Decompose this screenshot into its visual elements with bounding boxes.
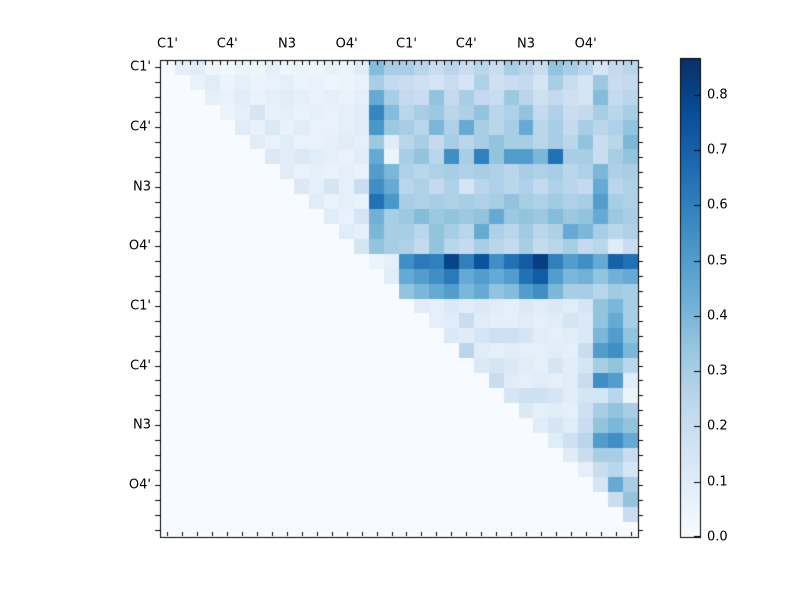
colorbar-tick-label: 0.1 <box>707 474 728 490</box>
x-axis-tick-label: O4' <box>574 36 597 52</box>
x-axis-tick-label: N3 <box>516 36 535 52</box>
x-axis-tick-label: N3 <box>277 36 296 52</box>
y-axis-tick-label: O4' <box>128 477 151 493</box>
colorbar-tick-label: 0.4 <box>707 308 728 324</box>
colorbar-tick-label: 0.0 <box>707 529 728 545</box>
x-axis-tick-label: O4' <box>335 36 358 52</box>
y-axis-tick-label: C4' <box>130 119 151 135</box>
colorbar-tick-label: 0.5 <box>707 253 728 269</box>
x-axis-tick-label: C4' <box>216 36 238 52</box>
colorbar-tick-label: 0.6 <box>707 197 728 213</box>
x-axis-tick-label: C1' <box>157 36 178 52</box>
x-axis-tick-label: C1' <box>396 36 417 52</box>
y-axis-tick-label: C4' <box>130 358 151 374</box>
y-axis-tick-label: C1' <box>130 298 151 314</box>
y-axis-tick-label: N3 <box>133 417 151 433</box>
y-axis-tick-label: O4' <box>128 238 151 254</box>
colorbar-tick-label: 0.7 <box>707 142 728 158</box>
y-axis-tick-label: C1' <box>130 59 151 75</box>
colorbar-tick-label: 0.8 <box>707 87 728 103</box>
colorbar-tick-label: 0.3 <box>707 363 728 379</box>
x-axis-tick-label: C4' <box>455 36 477 52</box>
y-axis-tick-label: N3 <box>133 179 151 195</box>
colorbar-tick-label: 0.2 <box>707 418 728 434</box>
